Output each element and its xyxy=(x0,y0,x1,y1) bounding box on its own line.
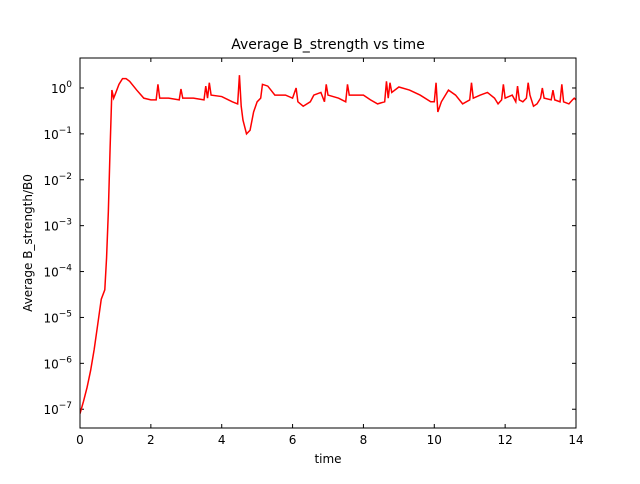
axes-frame xyxy=(79,57,577,429)
data-line xyxy=(80,75,576,414)
y-tick-exponent: −2 xyxy=(59,172,72,182)
y-tick-label: 10−6 xyxy=(43,355,72,371)
y-tick-exponent: −6 xyxy=(59,355,73,365)
x-tick-label: 2 xyxy=(147,433,155,447)
x-tick-label: 4 xyxy=(218,433,226,447)
x-tick-label: 8 xyxy=(360,433,368,447)
y-tick-label: 10−3 xyxy=(43,218,72,234)
y-tick-exponent: −5 xyxy=(59,309,72,319)
y-tick-base: 10 xyxy=(43,311,58,325)
y-tick-base: 10 xyxy=(43,266,58,280)
x-tick-label: 14 xyxy=(568,433,583,447)
y-tick-exponent: −4 xyxy=(59,264,73,274)
x-tick-label: 12 xyxy=(498,433,513,447)
y-tick-base: 10 xyxy=(43,128,58,142)
chart-title: Average B_strength vs time xyxy=(231,37,425,53)
y-tick-base: 10 xyxy=(43,403,58,417)
y-tick-label: 10−7 xyxy=(43,401,72,417)
y-tick-base: 10 xyxy=(43,174,58,188)
x-tick-label: 0 xyxy=(76,433,84,447)
y-tick-base: 10 xyxy=(43,220,58,234)
y-tick-exponent: −3 xyxy=(59,218,72,228)
y-tick-exponent: −7 xyxy=(59,401,72,411)
y-tick-label: 10−4 xyxy=(43,264,72,280)
y-tick-exponent: −1 xyxy=(59,126,72,136)
y-tick-exponent: 0 xyxy=(66,80,72,90)
y-tick-label: 100 xyxy=(51,80,72,96)
x-tick-label: 10 xyxy=(427,433,442,447)
x-axis-label: time xyxy=(314,452,341,466)
x-tick-label: 6 xyxy=(289,433,297,447)
y-tick-label: 10−2 xyxy=(43,172,72,188)
y-tick-label: 10−5 xyxy=(43,309,72,325)
y-axis-label: Average B_strength/B0 xyxy=(21,174,35,312)
y-tick-base: 10 xyxy=(51,82,66,96)
y-tick-base: 10 xyxy=(43,357,58,371)
y-tick-label: 10−1 xyxy=(43,126,72,142)
